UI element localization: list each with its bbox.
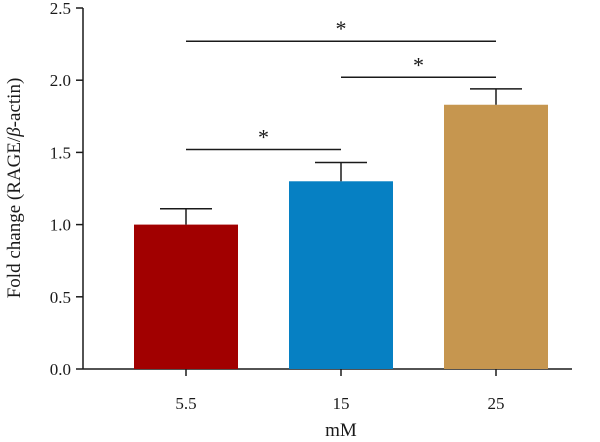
x-tick-label: 5.5 (175, 394, 196, 413)
y-tick-label: 2.0 (50, 71, 71, 90)
x-axis: 5.5 15 25 (83, 368, 572, 413)
significance-star: * (258, 125, 269, 150)
significance-brackets: * * * (186, 16, 496, 151)
bars (134, 104, 548, 370)
bar-15 (289, 181, 393, 369)
y-ticks: 0.0 0.5 1.0 1.5 2.0 2.5 (50, 0, 83, 379)
y-axis-label-suffix: -actin) (4, 78, 25, 128)
y-tick-label: 0.5 (50, 288, 71, 307)
x-ticks: 5.5 15 25 (175, 369, 505, 413)
bar-5-5 (134, 224, 238, 369)
x-axis-label: mM (325, 420, 357, 441)
significance-star: * (336, 16, 347, 41)
y-axis: 0.0 0.5 1.0 1.5 2.0 2.5 (50, 0, 84, 379)
y-axis-label-prefix: Fold change (RAGE/ (4, 136, 25, 298)
y-tick-label: 1.0 (50, 216, 71, 235)
y-tick-label: 1.5 (50, 143, 71, 162)
y-tick-label: 2.5 (50, 0, 71, 18)
error-bars (160, 88, 522, 225)
y-axis-label: Fold change (RAGE/β-actin) (4, 78, 25, 299)
bar-25 (444, 104, 548, 370)
y-axis-label-beta: β (4, 127, 25, 138)
significance-star: * (413, 52, 424, 77)
x-tick-label: 25 (488, 394, 505, 413)
x-tick-label: 15 (333, 394, 350, 413)
y-tick-label: 0.0 (50, 360, 71, 379)
